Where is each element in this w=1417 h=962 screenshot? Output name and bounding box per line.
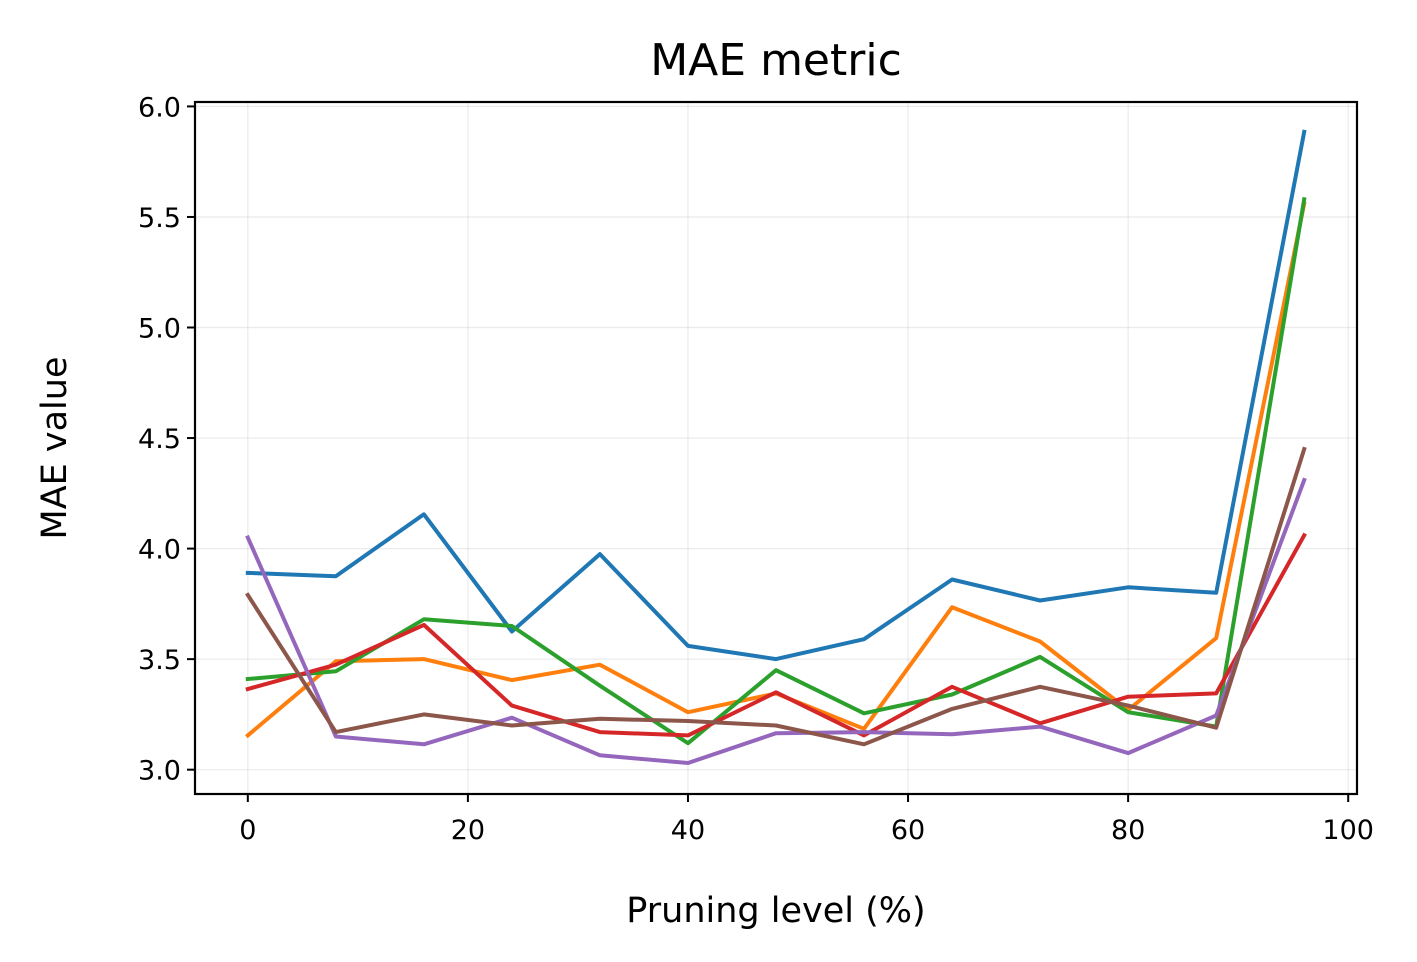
series-group	[244, 129, 1307, 765]
y-axis: 3.0 3.5 4.0 4.5 5.0 5.5 6.0	[138, 92, 195, 787]
x-tick-label: 40	[671, 815, 705, 846]
grid	[195, 102, 1357, 794]
x-tick-label: 80	[1111, 815, 1145, 846]
x-tick-label: 100	[1322, 815, 1374, 846]
y-tick-label: 4.5	[138, 424, 181, 455]
x-axis: 0 20 40 60 80 100	[239, 794, 1374, 846]
chart-title: MAE metric	[650, 35, 902, 86]
series-line-3	[245, 196, 1307, 746]
series-line-2	[244, 201, 1307, 739]
y-tick-label: 3.0	[138, 756, 181, 787]
y-tick-label: 4.0	[138, 535, 181, 566]
y-tick-label: 3.5	[138, 645, 181, 676]
x-tick-label: 60	[891, 815, 925, 846]
y-axis-label: MAE value	[35, 357, 75, 540]
plot-frame	[193, 100, 1359, 796]
x-axis-label: Pruning level (%)	[626, 891, 925, 931]
series-line-6	[245, 446, 1307, 747]
series-line-5	[245, 477, 1307, 765]
x-tick-label: 20	[451, 815, 485, 846]
y-tick-label: 5.0	[138, 314, 181, 345]
y-tick-label: 5.5	[138, 203, 181, 234]
series-line-4	[245, 532, 1307, 738]
x-tick-label: 0	[239, 815, 256, 846]
y-tick-label: 6.0	[138, 92, 181, 123]
series-line-1	[245, 129, 1307, 662]
